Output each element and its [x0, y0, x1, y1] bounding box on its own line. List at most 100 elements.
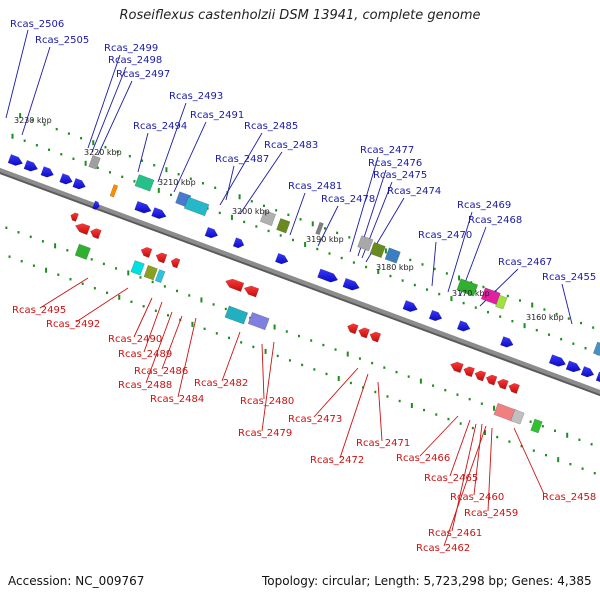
forward-gene-box [183, 196, 210, 217]
track-dot [191, 321, 194, 327]
reverse-gene-arrow [170, 257, 181, 269]
track-dot [484, 430, 487, 436]
track-dot [365, 265, 368, 269]
track-dot [66, 249, 69, 252]
reverse-gene-box [510, 409, 525, 425]
track-dot [432, 384, 435, 387]
track-dot [409, 258, 412, 262]
leader-line [473, 423, 483, 496]
track-dot [310, 339, 313, 342]
forward-gene-box [384, 247, 401, 264]
track-dot [285, 330, 288, 333]
reverse-gene-arrow [497, 378, 509, 390]
leader-line [39, 277, 89, 309]
track-dot [419, 378, 422, 384]
track-dot [410, 403, 413, 409]
forward-gene-label: Rcas_2505 [35, 35, 89, 46]
leader-line [239, 151, 283, 215]
track-dot [238, 194, 241, 200]
track-dot [544, 453, 547, 457]
track-dot [555, 312, 558, 316]
track-dot [133, 180, 136, 183]
track-dot [267, 229, 270, 233]
reverse-gene-label: Rcas_2471 [356, 438, 410, 449]
reverse-gene-arrow [347, 323, 359, 335]
forward-gene-arrow [40, 166, 54, 178]
forward-gene-label: Rcas_2481 [288, 181, 342, 192]
track-dot [547, 333, 550, 336]
leader-line [75, 287, 129, 323]
scale-tick-label: 3190 kbp [306, 235, 344, 244]
reverse-gene-box [143, 264, 158, 281]
track-dot [212, 303, 215, 306]
reverse-gene-box [74, 243, 91, 260]
track-dot [468, 397, 471, 401]
track-dot [224, 307, 227, 311]
leader-line [157, 102, 187, 183]
leader-line [513, 427, 545, 495]
track-dot [584, 347, 587, 350]
track-dot [141, 159, 144, 162]
leader-line [173, 121, 207, 193]
reverse-gene-label: Rcas_2492 [46, 319, 100, 330]
track-dot [304, 241, 307, 247]
track-dot [301, 363, 304, 367]
track-dot [116, 150, 119, 153]
forward-gene-label: Rcas_2478 [321, 194, 375, 205]
reverse-gene-label: Rcas_2458 [542, 492, 596, 503]
track-dot [323, 227, 326, 230]
track-dot [578, 438, 581, 441]
track-dot [55, 127, 58, 131]
track-dot [202, 182, 205, 185]
scale-tick-label: 3210 kbp [158, 178, 196, 187]
track-dot [557, 457, 560, 463]
track-dot [249, 316, 252, 320]
reverse-gene-arrow [369, 331, 382, 343]
forward-gene-label: Rcas_2455 [542, 272, 596, 283]
leader-line [225, 165, 235, 201]
track-dot [243, 220, 246, 224]
track-dot [358, 357, 361, 360]
track-dot [413, 283, 416, 287]
track-dot [511, 319, 514, 323]
reverse-gene-box [493, 402, 518, 422]
leader-line [161, 315, 183, 370]
forward-gene-label: Rcas_2498 [108, 55, 162, 66]
track-dot [291, 238, 294, 242]
track-dot [493, 405, 496, 411]
track-dot [560, 337, 563, 341]
track-dot [203, 327, 206, 331]
track-dot [43, 123, 46, 126]
track-dot [80, 136, 83, 140]
track-dot [299, 218, 302, 221]
track-dot [352, 261, 355, 264]
track-dot [499, 315, 502, 318]
reverse-gene-label: Rcas_2486 [134, 366, 188, 377]
track-dot [313, 368, 316, 371]
track-dot [447, 417, 450, 421]
track-dot [169, 193, 172, 197]
track-dot [118, 294, 121, 300]
leader-line [313, 367, 359, 418]
track-dot [54, 243, 57, 249]
track-dot [297, 334, 300, 338]
track-dot [590, 443, 593, 446]
forward-gene-label: Rcas_2487 [215, 154, 269, 165]
forward-gene-arrow [274, 252, 289, 265]
forward-gene-box [495, 294, 508, 310]
forward-gene-arrow [428, 309, 443, 322]
track-dot [337, 375, 340, 381]
leader-line [339, 373, 369, 459]
leader-line [451, 423, 477, 532]
track-dot [572, 342, 575, 345]
track-dot [535, 328, 538, 332]
forward-gene-arrow [580, 366, 595, 378]
track-dot [386, 395, 389, 398]
track-dot [541, 425, 544, 428]
track-dot [8, 255, 11, 258]
track-dot [348, 236, 351, 239]
track-dot [84, 160, 87, 166]
forward-gene-arrow [134, 200, 152, 214]
reverse-gene-label: Rcas_2484 [150, 394, 204, 405]
